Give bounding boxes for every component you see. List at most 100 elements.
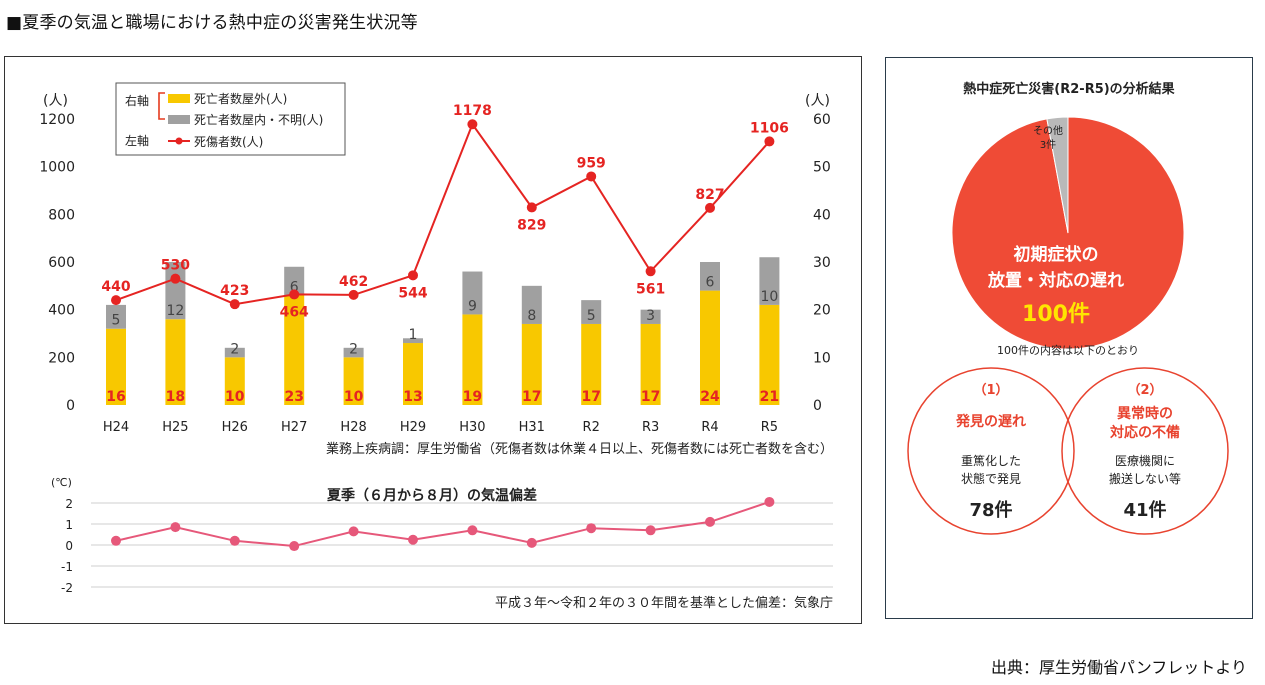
indoor-label: 9 [468, 298, 477, 314]
breakdown-label: 100件の内容は以下のとおり [997, 343, 1139, 357]
circle-2-desc-line1: 医療機関に [1115, 453, 1175, 468]
analysis-graphic: 熱中症死亡災害(R2-R5)の分析結果 初期症状の 放置・対応の遅れ 100件 … [907, 81, 1229, 535]
circle-2-title-line2: 対応の不備 [1109, 424, 1180, 441]
right-axis-ticks: 0 10 20 30 40 50 60 [813, 112, 831, 414]
casualty-point [408, 270, 418, 281]
pie-main-count: 100件 [1022, 302, 1090, 327]
temp-line [111, 496, 775, 552]
legend-outdoor-swatch [168, 94, 190, 103]
outdoor-label: 19 [463, 389, 482, 405]
indoor-label: 5 [112, 313, 121, 329]
casualty-point [526, 202, 537, 213]
pie-other-line1: その他 [1033, 124, 1063, 137]
casualty-label: 464 [280, 304, 309, 320]
x-category-label: H25 [162, 420, 188, 435]
temp-point [111, 535, 121, 546]
bar-outdoor [581, 323, 602, 405]
bar-indoor [521, 285, 542, 324]
left-tick-label: 400 [48, 303, 75, 319]
temp-tick-label: 0 [65, 539, 73, 553]
legend: 右軸 左軸 死亡者数屋外(人) 死亡者数屋内・不明(人) 死傷者数(人) [115, 82, 346, 156]
bar-outdoor [462, 314, 483, 405]
right-tick-label: 10 [813, 350, 831, 366]
bar-indoor [106, 304, 126, 329]
right-tick-label: 20 [813, 303, 831, 319]
casualty-label: 462 [339, 274, 368, 290]
indoor-label: 6 [290, 279, 299, 295]
x-category-label: H29 [400, 420, 426, 435]
legend-right-axis: 右軸 [125, 93, 149, 108]
indoor-label: 10 [760, 289, 778, 305]
bar-outdoor [759, 304, 780, 405]
analysis-panel: 熱中症死亡災害(R2-R5)の分析結果 初期症状の 放置・対応の遅れ 100件 … [885, 57, 1253, 619]
casualty-point [111, 295, 121, 306]
x-category-label: R5 [761, 420, 778, 435]
circle-1-num: （1） [973, 382, 1008, 398]
left-axis-unit: (人) [43, 93, 68, 109]
left-tick-label: 200 [48, 350, 75, 366]
pie-main-line1: 初期症状の [1014, 244, 1099, 265]
casualty-label: 530 [161, 258, 190, 274]
source-credit: 出典：厚生労働省パンフレットより [990, 658, 1247, 677]
indoor-label: 5 [587, 308, 596, 324]
left-tick-label: 800 [48, 207, 75, 223]
x-category-label: H24 [103, 420, 129, 435]
temp-point [170, 522, 181, 533]
temp-point [586, 523, 597, 534]
circle-2-num: （2） [1127, 382, 1162, 398]
temp-point [467, 525, 478, 536]
circle-1 [907, 367, 1075, 535]
casualty-note: 業務上疾病調：厚生労働省（死傷者数は休業４日以上、死傷者数には死亡者数を含む） [326, 441, 833, 457]
temp-point [289, 541, 300, 552]
bars: 16 5 18 12 10 2 23 6 10 2 13 1 19 9 17 8 17 5 17 3 24 6 21 10 [106, 257, 780, 405]
temp-grid: 2 1 0 -1 -2 [61, 497, 833, 595]
indoor-label: 8 [527, 308, 536, 324]
outdoor-label: 17 [522, 389, 541, 405]
bar-indoor [581, 300, 602, 324]
bar-indoor [343, 347, 364, 358]
left-tick-label: 1200 [39, 112, 75, 128]
right-tick-label: 0 [813, 398, 822, 414]
bar-outdoor [700, 290, 720, 405]
indoor-label: 3 [646, 308, 655, 324]
x-category-label: R3 [642, 420, 659, 435]
casualty-label: 561 [636, 281, 665, 297]
bar-outdoor [403, 343, 423, 405]
circle-2-desc-line2: 搬送しない等 [1109, 471, 1181, 486]
pie-slice-other [1046, 116, 1069, 234]
page-title: ■夏季の気温と職場における熱中症の災害発生状況等 [6, 13, 418, 33]
indoor-label: 2 [349, 341, 358, 357]
legend-bracket [158, 92, 165, 120]
left-tick-label: 1000 [39, 160, 75, 176]
legend-left-axis: 左軸 [125, 133, 149, 148]
casualty-label: 544 [398, 285, 427, 301]
outdoor-label: 10 [225, 389, 245, 405]
legend-outdoor: 死亡者数屋外(人) [194, 91, 287, 106]
temp-note: 平成３年～令和２年の３０年間を基準とした偏差：気象庁 [495, 595, 833, 611]
outdoor-label: 17 [581, 389, 600, 405]
casualty-point [705, 202, 715, 213]
bar-outdoor [106, 328, 126, 405]
x-category-label: R2 [583, 420, 600, 435]
legend-casualties: 死傷者数(人) [194, 134, 263, 149]
bar-outdoor [640, 323, 661, 405]
temp-point [348, 526, 359, 537]
x-category-label: H30 [459, 420, 485, 435]
right-tick-label: 40 [813, 207, 831, 223]
temp-title: 夏季（６月から８月）の気温偏差 [327, 487, 537, 504]
x-category-label: H27 [281, 420, 307, 435]
indoor-label: 2 [230, 341, 239, 357]
temp-tick-label: 1 [65, 518, 73, 532]
bar-outdoor [165, 319, 186, 405]
circle-1-count: 78件 [969, 499, 1012, 521]
circle-1-desc-line1: 重篤化した [961, 454, 1021, 468]
casualty-point [764, 136, 775, 147]
x-categories: H24 H25 H26 H27 H28 H29 H30 H31 R2 R3 R4 R5 [103, 420, 778, 435]
circle-2-title-line1: 異常時の [1117, 405, 1173, 422]
temp-tick-label: -2 [61, 581, 73, 595]
indoor-label: 6 [706, 275, 715, 291]
right-axis-unit: (人) [805, 93, 830, 109]
left-axis-ticks: 0 200 400 600 800 1000 1200 [39, 112, 75, 414]
casualty-label: 1106 [750, 120, 789, 136]
legend-line-marker [175, 137, 183, 145]
